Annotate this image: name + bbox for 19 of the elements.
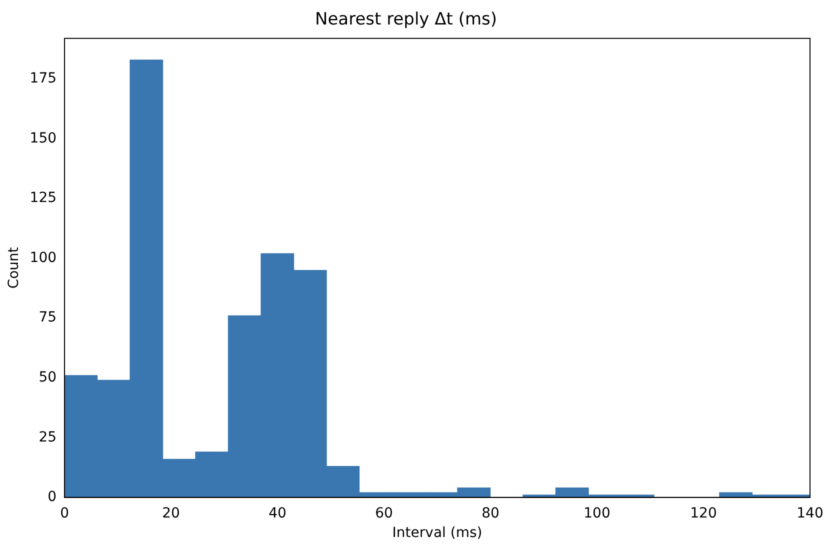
x-tick-label: 100 [584,505,610,522]
x-tick-label: 0 [60,505,69,522]
chart-title: Nearest reply Δt (ms) [314,10,498,30]
y-tick-label: 175 [30,70,57,87]
x-tick-label: 20 [162,505,180,522]
y-tick-label: 50 [38,370,57,386]
y-tick-label: 0 [48,489,57,506]
y-tick-label: 125 [30,190,57,206]
x-tick-label: 40 [268,505,286,522]
y-tick-label: 150 [30,130,57,146]
x-tick-label: 140 [796,505,824,522]
y-tick-label: 25 [38,429,57,446]
y-axis-title: Count [6,246,22,289]
x-axis-title: Interval (ms) [392,525,482,542]
y-tick-label: 75 [38,310,57,326]
x-tick-label: 80 [482,505,500,522]
x-tick-label: 120 [690,505,717,522]
x-tick-label: 60 [375,505,393,522]
y-tick-label: 100 [30,250,57,266]
